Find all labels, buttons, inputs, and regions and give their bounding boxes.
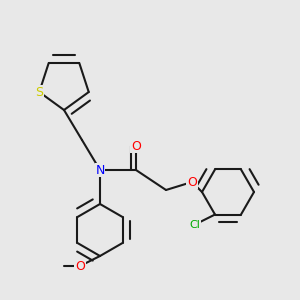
Text: S: S: [35, 85, 43, 98]
Text: O: O: [187, 176, 197, 188]
Text: O: O: [131, 140, 141, 152]
Text: O: O: [75, 260, 85, 272]
Text: N: N: [95, 164, 105, 176]
Text: Cl: Cl: [190, 220, 200, 230]
